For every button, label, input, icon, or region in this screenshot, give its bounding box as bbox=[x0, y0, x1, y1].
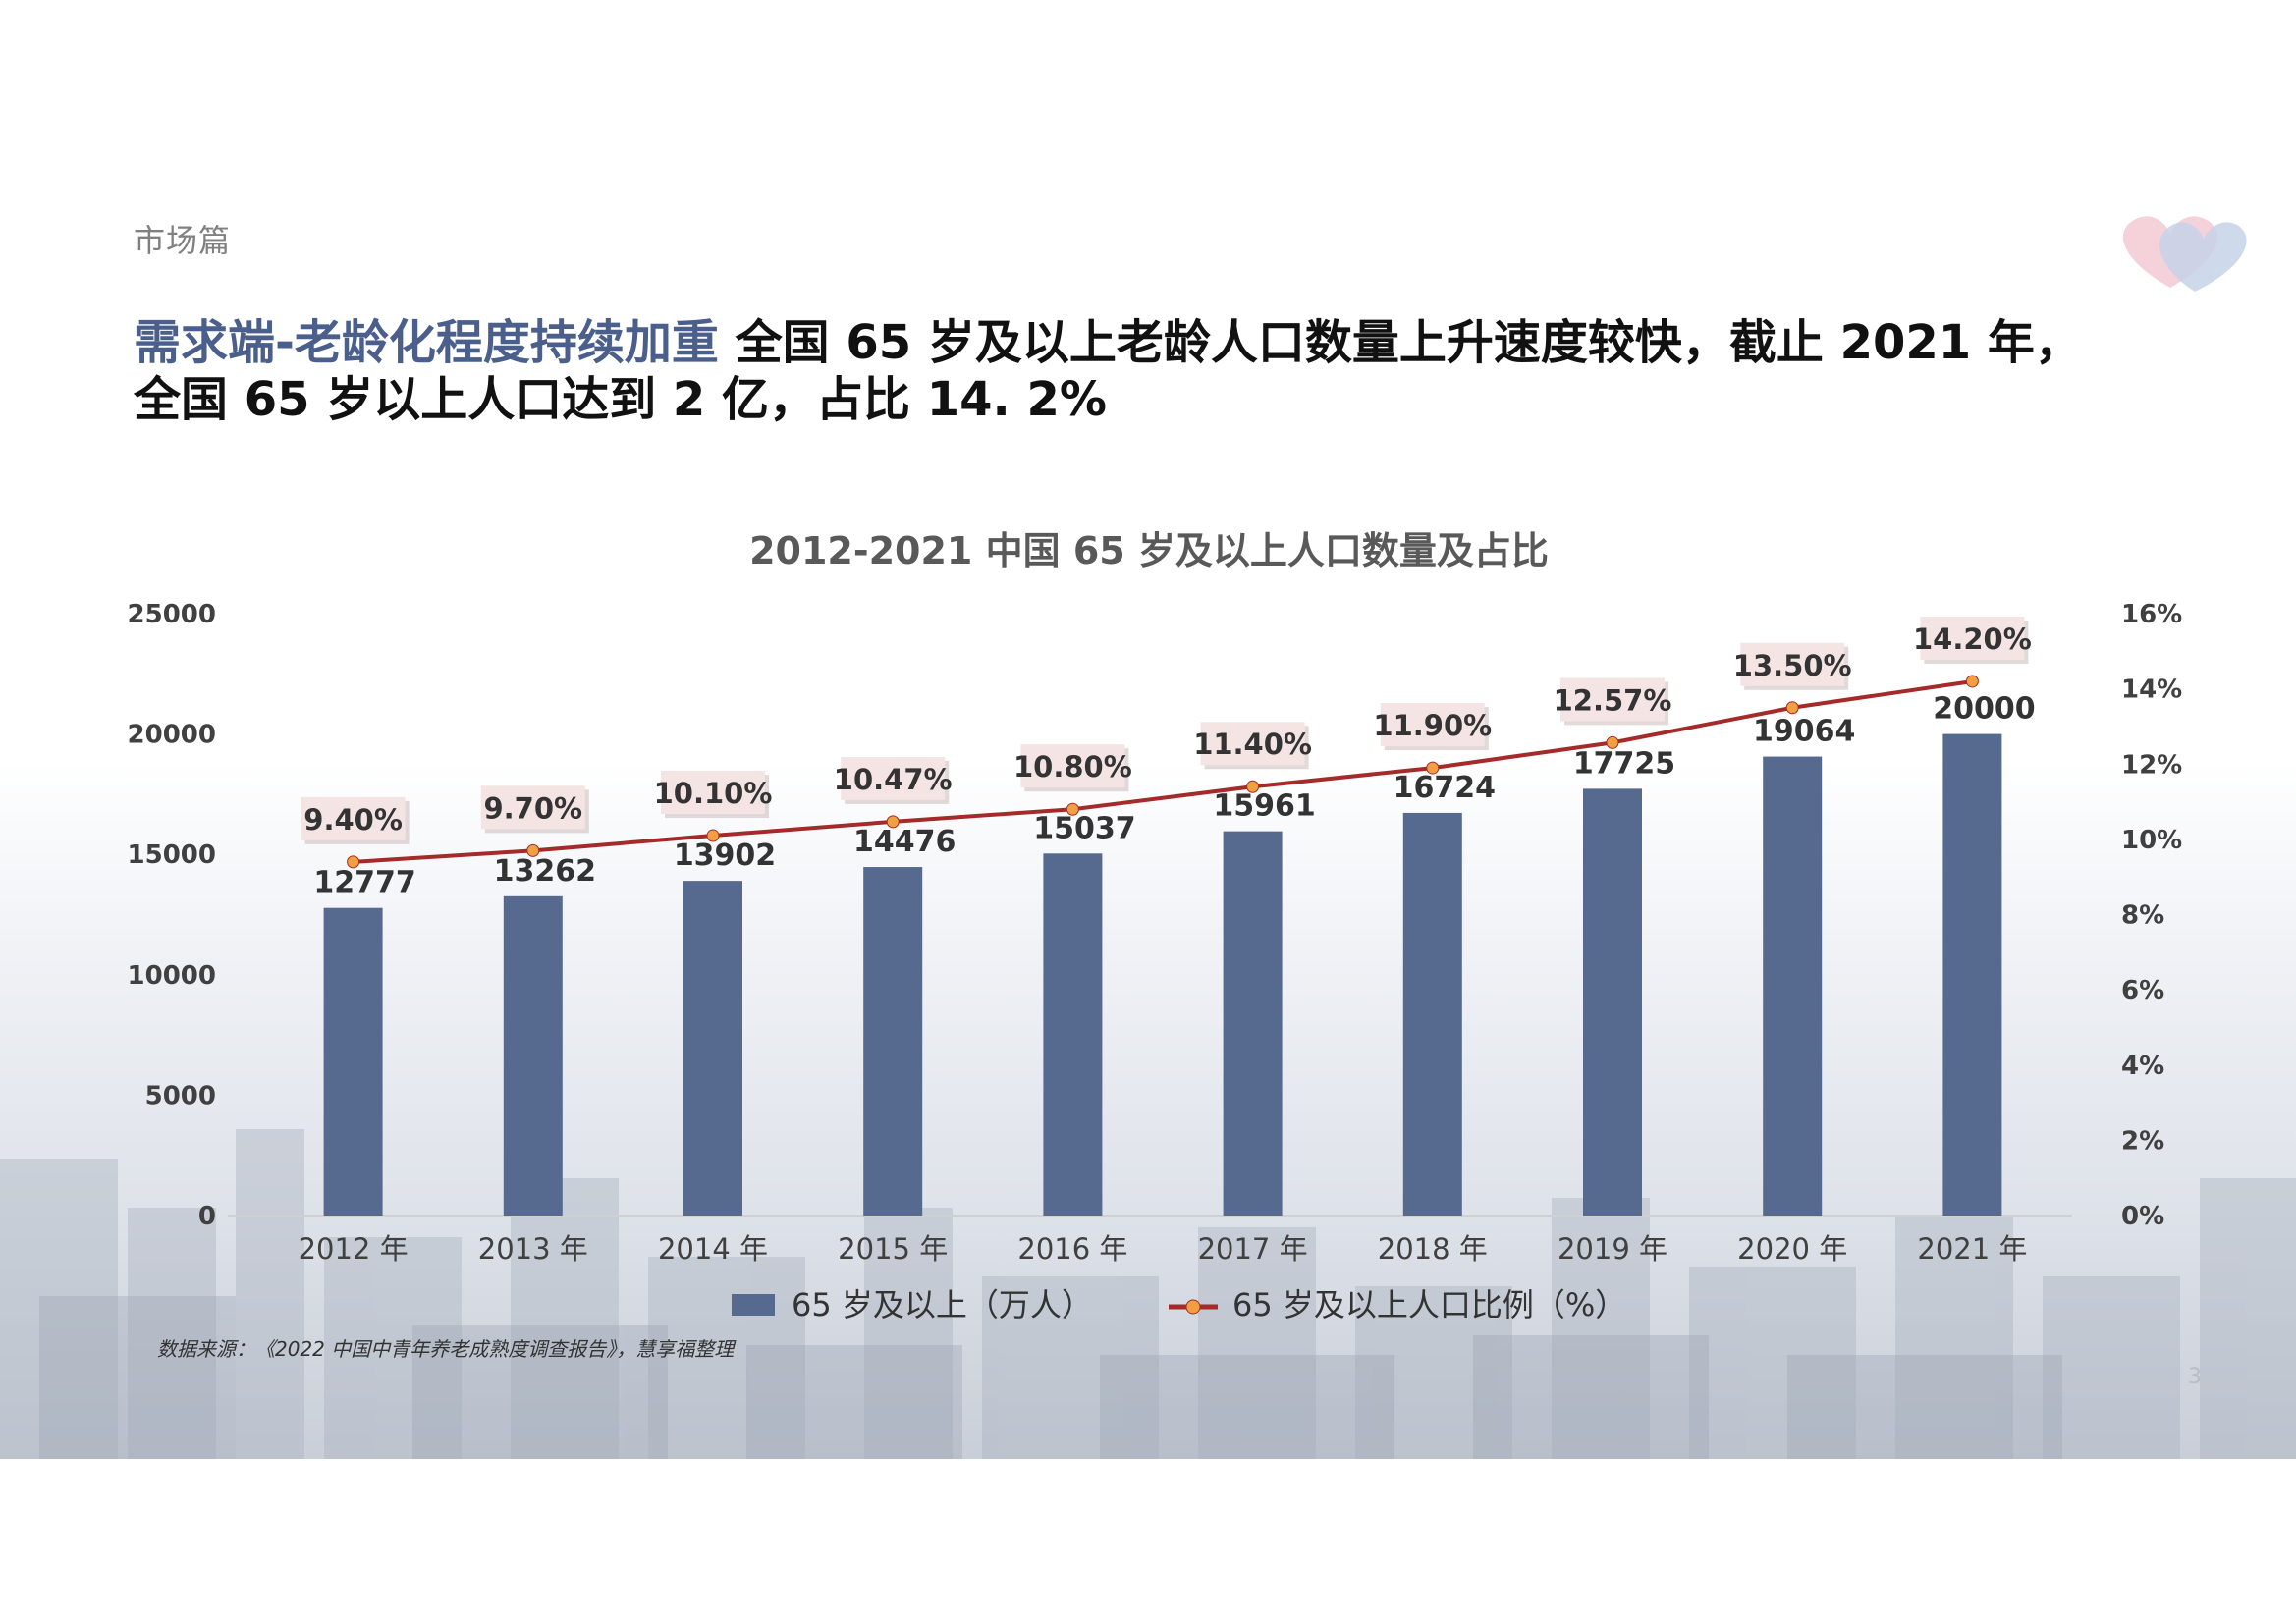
legend: 65 岁及以上（万人） 65 岁及以上人口比例（%） bbox=[732, 1286, 1626, 1324]
headline-accent: 需求端-老龄化程度持续加重 bbox=[134, 315, 719, 370]
bar-labels: 12777 13262 13902 14476 15037 15961 16724 17725… bbox=[313, 692, 2035, 900]
left-axis-tick-label: 15000 bbox=[128, 840, 216, 870]
ratio-value-label: 11.40% bbox=[1193, 728, 1312, 761]
bar-value-label: 16724 bbox=[1394, 771, 1496, 805]
bar bbox=[1043, 853, 1103, 1216]
headline: 需求端-老龄化程度持续加重 全国 65 岁及以上老龄人口数量上升速度较快，截止 … bbox=[134, 314, 2196, 428]
chart-title: 2012-2021 中国 65 岁及以上人口数量及占比 bbox=[749, 529, 1549, 572]
ratio-value-label: 10.47% bbox=[834, 763, 953, 796]
right-axis-tick-label: 2% bbox=[2121, 1126, 2164, 1156]
ratio-label-box bbox=[841, 756, 946, 800]
bar-value-label: 20000 bbox=[1933, 692, 2035, 727]
ratio-value-label: 11.90% bbox=[1373, 709, 1492, 742]
right-axis-tick-label: 4% bbox=[2121, 1052, 2164, 1081]
bar-value-label: 15961 bbox=[1213, 789, 1315, 824]
bar-value-label: 17725 bbox=[1573, 746, 1675, 781]
legend-line-marker bbox=[1185, 1299, 1201, 1315]
bar bbox=[683, 881, 742, 1216]
bar-value-label: 13902 bbox=[674, 839, 776, 873]
left-axis-tick-label: 20000 bbox=[128, 721, 216, 750]
ratio-label-box bbox=[1560, 677, 1665, 722]
right-axis-tick-label: 14% bbox=[2121, 676, 2182, 705]
left-axis-tick-label: 5000 bbox=[145, 1081, 216, 1110]
ratio-point bbox=[886, 815, 900, 829]
section-label: 市场篇 bbox=[134, 222, 232, 259]
x-axis-tick-label: 2012 年 bbox=[299, 1232, 409, 1266]
source-note: 数据来源：《2022 中国中青年养老成熟度调查报告》，慧享福整理 bbox=[157, 1337, 735, 1361]
headline-rest: 全国 65 岁及以上老龄人口数量上升速度较快，截止 2021 年， bbox=[735, 315, 2082, 370]
x-axis-labels: 2012 年 2013 年 2014 年 2015 年 2016 年 2017 年 2018… bbox=[299, 1232, 2028, 1266]
bar-value-label: 13262 bbox=[494, 854, 596, 889]
population-chart: 2012-2021 中国 65 岁及以上人口数量及占比 0 5000 10000 15… bbox=[128, 529, 2183, 1324]
city-background-image bbox=[0, 1129, 2296, 1459]
ratio-line bbox=[353, 678, 1973, 864]
ratio-point bbox=[347, 855, 360, 869]
x-axis-tick-label: 2018 年 bbox=[1378, 1232, 1488, 1266]
ratio-point bbox=[1785, 701, 1799, 715]
left-axis: 0 5000 10000 15000 20000 25000 bbox=[128, 600, 216, 1231]
page-number: 3 bbox=[2188, 1365, 2202, 1389]
ratio-label-box bbox=[480, 785, 585, 830]
ratio-label-box bbox=[1740, 642, 1845, 686]
bar bbox=[1402, 812, 1462, 1216]
bar-value-label: 15037 bbox=[1033, 811, 1135, 845]
x-axis-tick-label: 2019 年 bbox=[1558, 1232, 1667, 1266]
bar bbox=[1942, 733, 2002, 1216]
legend-line-label: 65 岁及以上人口比例（%） bbox=[1232, 1286, 1626, 1324]
x-axis-tick-label: 2017 年 bbox=[1198, 1232, 1308, 1266]
ratio-point bbox=[1426, 761, 1440, 775]
right-axis: 0% 2% 4% 6% 8% 10% 12% 14% 16% bbox=[2121, 600, 2182, 1231]
headline-line2: 全国 65 岁以上人口达到 2 亿，占比 14. 2% bbox=[134, 372, 1107, 427]
left-axis-tick-label: 10000 bbox=[128, 961, 216, 991]
bar-value-label: 14476 bbox=[853, 825, 956, 859]
right-axis-tick-label: 12% bbox=[2121, 750, 2182, 780]
ratio-label-box bbox=[301, 796, 406, 840]
left-axis-tick-label: 0 bbox=[198, 1202, 216, 1231]
slide: 市场篇 需求端-老龄化程度持续加重 全国 65 岁及以上老龄人口数量上升速度较快… bbox=[0, 0, 2296, 1459]
legend-bar-swatch bbox=[732, 1294, 775, 1316]
heart-logo-icon bbox=[2122, 216, 2247, 292]
right-axis-tick-label: 0% bbox=[2121, 1202, 2164, 1231]
ratio-label-box bbox=[1200, 722, 1305, 766]
ratio-value-label: 9.40% bbox=[303, 803, 403, 837]
left-axis-tick-label: 25000 bbox=[128, 600, 216, 629]
bar bbox=[863, 867, 923, 1216]
right-axis-tick-label: 10% bbox=[2121, 826, 2182, 855]
bar bbox=[1583, 788, 1642, 1216]
ratio-value-label: 10.80% bbox=[1013, 750, 1132, 784]
bar bbox=[503, 895, 563, 1216]
legend-bar-label: 65 岁及以上（万人） bbox=[792, 1286, 1093, 1324]
ratio-value-label: 14.20% bbox=[1913, 622, 2032, 656]
x-axis-tick-label: 2020 年 bbox=[1737, 1232, 1847, 1266]
right-axis-tick-label: 16% bbox=[2121, 600, 2182, 629]
x-axis-tick-label: 2013 年 bbox=[478, 1232, 588, 1266]
x-axis-tick-label: 2015 年 bbox=[838, 1232, 948, 1266]
ratio-point bbox=[706, 829, 720, 842]
right-axis-tick-label: 8% bbox=[2121, 901, 2164, 931]
ratio-point bbox=[1066, 802, 1079, 816]
ratio-value-label: 10.10% bbox=[654, 777, 773, 810]
ratio-label-box bbox=[1920, 616, 2025, 660]
line-series: 9.40% 9.70% 10.10% 10.47% 10.80% 11.40% 11.90%… bbox=[301, 616, 2032, 869]
ratio-point bbox=[526, 843, 540, 857]
ratio-label-box bbox=[1380, 703, 1485, 747]
ratio-point bbox=[1246, 780, 1260, 793]
x-axis-tick-label: 2021 年 bbox=[1917, 1232, 2027, 1266]
right-axis-tick-label: 6% bbox=[2121, 976, 2164, 1005]
ratio-value-label: 9.70% bbox=[483, 791, 582, 825]
ratio-label-box bbox=[661, 771, 765, 815]
ratio-value-label: 12.57% bbox=[1554, 683, 1672, 717]
ratio-point bbox=[1965, 675, 1979, 688]
ratio-value-label: 13.50% bbox=[1733, 649, 1852, 682]
bar-series bbox=[323, 733, 2002, 1216]
x-axis-tick-label: 2014 年 bbox=[658, 1232, 768, 1266]
bar bbox=[1223, 831, 1283, 1216]
bar bbox=[1763, 756, 1823, 1216]
x-axis-tick-label: 2016 年 bbox=[1017, 1232, 1127, 1266]
ratio-point bbox=[1606, 735, 1619, 749]
bar-value-label: 19064 bbox=[1753, 715, 1855, 749]
bar-value-label: 12777 bbox=[313, 866, 415, 900]
ratio-label-box bbox=[1020, 744, 1125, 788]
bar bbox=[323, 907, 383, 1216]
